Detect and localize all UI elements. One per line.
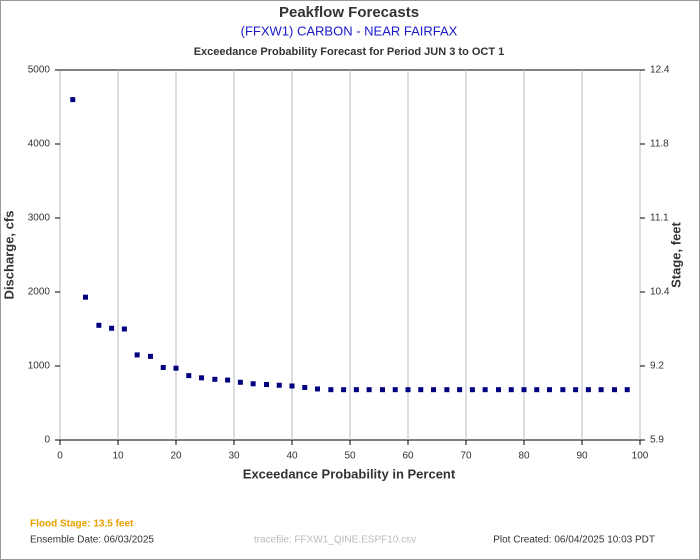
y2-tick-label: 10.4 [650,287,670,298]
point [418,387,424,393]
point [598,387,604,393]
y2-tick-label: 12.4 [650,65,670,76]
point [225,377,231,383]
y-tick-label: 5000 [28,65,51,76]
point [547,387,553,393]
y2-tick-label: 11.1 [650,213,669,224]
y2-tick-label: 5.9 [650,435,664,446]
point [315,386,321,392]
flood-stage: Flood Stage: 13.5 feet [30,519,134,530]
y-tick-label: 2000 [28,287,51,298]
point [379,387,385,393]
point [457,387,463,393]
ensemble-date: Ensemble Date: 06/03/2025 [30,535,154,546]
point [444,387,450,393]
point [70,97,76,103]
point [147,353,153,359]
chart-subtitle: (FFXW1) CARBON - NEAR FAIRFAX [241,23,458,38]
point [173,365,179,371]
y-tick-label: 1000 [28,361,51,372]
point [495,387,501,393]
point [353,387,359,393]
x-tick-label: 60 [402,451,414,462]
point [134,352,140,358]
plot-created: Plot Created: 06/04/2025 10:03 PDT [493,535,655,546]
x-tick-label: 30 [228,451,240,462]
point [212,376,218,382]
x-tick-label: 40 [286,451,298,462]
y-axis-label: Discharge, cfs [1,211,16,300]
point [302,384,308,390]
x-tick-label: 100 [632,451,649,462]
x-tick-label: 90 [576,451,588,462]
y2-tick-label: 11.8 [650,139,669,150]
point [611,387,617,393]
chart-description: Exceedance Probability Forecast for Peri… [194,46,505,58]
y-tick-label: 3000 [28,213,51,224]
point [521,387,527,393]
point [96,322,102,328]
point [289,383,295,389]
x-tick-label: 50 [344,451,356,462]
point [341,387,347,393]
point [624,387,630,393]
point [237,379,243,385]
x-tick-label: 0 [57,451,63,462]
point [109,325,115,331]
x-tick-label: 70 [460,451,472,462]
point [431,387,437,393]
point [469,387,475,393]
point [482,387,488,393]
point [392,387,398,393]
y2-axis-label: Stage, feet [668,221,683,287]
point [573,387,579,393]
point [160,364,166,370]
point [83,294,89,300]
point [534,387,540,393]
y2-tick-label: 9.2 [650,361,664,372]
point [560,387,566,393]
x-axis-label: Exceedance Probability in Percent [243,466,456,481]
x-tick-label: 20 [170,451,182,462]
point [508,387,514,393]
point [186,373,192,379]
x-tick-label: 80 [518,451,530,462]
y-tick-label: 0 [44,435,50,446]
tracefile: tracefile: FFXW1_QINE.ESPF10.csv [254,535,416,546]
point [366,387,372,393]
x-tick-label: 10 [112,451,124,462]
point [405,387,411,393]
chart-title: Peakflow Forecasts [279,4,419,21]
point [328,387,334,393]
point [263,382,269,387]
point [250,381,256,387]
y-tick-label: 4000 [28,139,51,150]
point [585,387,591,393]
point [276,382,282,388]
point [121,326,127,332]
point [199,375,205,381]
